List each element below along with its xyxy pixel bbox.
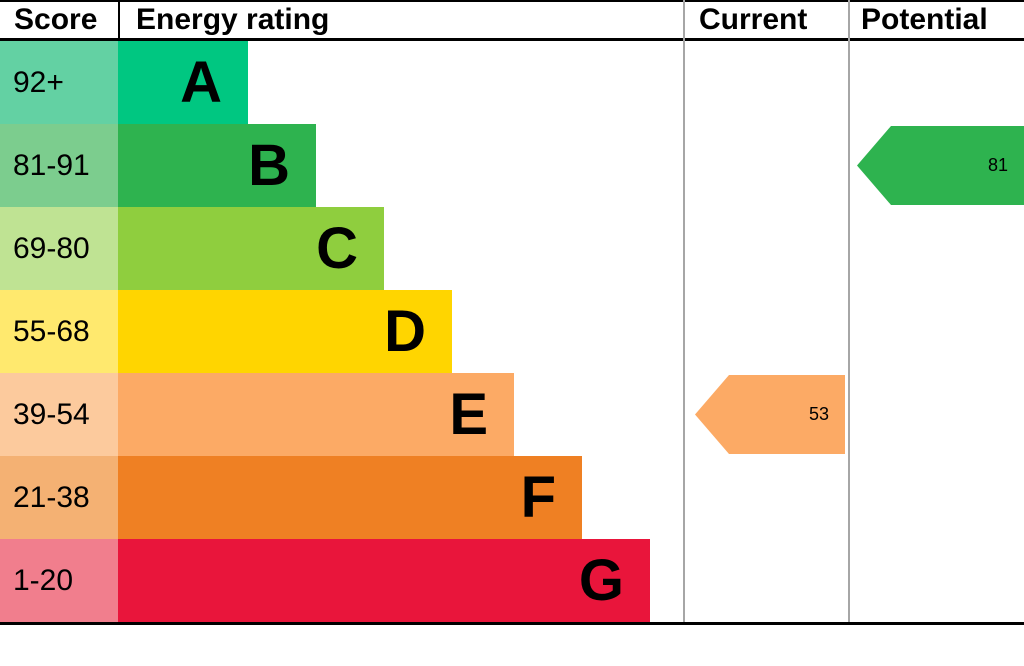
bottom-border xyxy=(0,622,1024,625)
score-cell: 69-80 xyxy=(0,207,118,290)
header-energy-rating: Energy rating xyxy=(136,3,330,36)
score-cell: 39-54 xyxy=(0,373,118,456)
header-current: Current xyxy=(699,3,808,36)
current-value: 53 xyxy=(808,404,829,424)
rating-bar: A xyxy=(118,41,248,124)
rating-bar: E xyxy=(118,373,514,456)
header-score-divider xyxy=(118,0,120,41)
header-score: Score xyxy=(14,3,98,36)
current-arrow: 53 xyxy=(695,375,845,454)
band-row-f: 21-38 F xyxy=(0,456,683,539)
potential-column-divider xyxy=(848,0,850,622)
band-letter: D xyxy=(384,298,426,364)
rating-bar: C xyxy=(118,207,384,290)
score-cell: 81-91 xyxy=(0,124,118,207)
band-letter: E xyxy=(449,381,488,447)
band-row-a: 92+ A xyxy=(0,41,683,124)
score-cell: 55-68 xyxy=(0,290,118,373)
band-row-d: 55-68 D xyxy=(0,290,683,373)
band-row-c: 69-80 C xyxy=(0,207,683,290)
top-border xyxy=(0,0,1024,2)
band-row-g: 1-20 G xyxy=(0,539,683,622)
band-letter: C xyxy=(316,215,358,281)
current-column-divider xyxy=(683,0,685,622)
score-cell: 1-20 xyxy=(0,539,118,622)
score-cell: 21-38 xyxy=(0,456,118,539)
rating-bar: D xyxy=(118,290,452,373)
header-potential: Potential xyxy=(861,3,988,36)
band-row-e: 39-54 E xyxy=(0,373,683,456)
potential-arrow: 81 xyxy=(857,126,1024,205)
band-letter: G xyxy=(578,547,624,613)
score-cell: 92+ xyxy=(0,41,118,124)
band-letter: B xyxy=(248,132,290,198)
band-letter: F xyxy=(520,464,556,530)
header-underline xyxy=(0,38,1024,41)
band-rows: 92+ A 81-91 B 69-80 C 55-68 D 39-54 E 21… xyxy=(0,41,683,622)
rating-bar: G xyxy=(118,539,650,622)
band-letter: A xyxy=(180,49,222,115)
rating-bar: F xyxy=(118,456,582,539)
potential-value: 81 xyxy=(987,155,1008,175)
rating-bar: B xyxy=(118,124,316,207)
band-row-b: 81-91 B xyxy=(0,124,683,207)
